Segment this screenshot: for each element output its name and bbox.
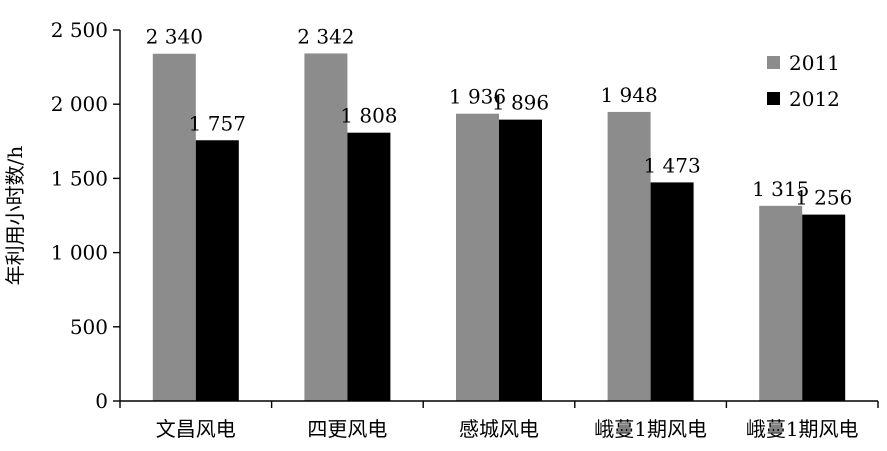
data-label-2011: 1 315 <box>752 177 809 201</box>
bar-2012 <box>802 214 846 401</box>
bar-2012 <box>650 182 694 401</box>
data-label-2011: 1 936 <box>449 85 506 109</box>
bar-2011 <box>304 53 348 401</box>
bar-2011 <box>759 205 803 401</box>
legend: 2011 2012 <box>767 51 840 111</box>
data-label-2012: 1 256 <box>795 186 852 210</box>
bar-2011 <box>152 53 196 402</box>
y-tick-label: 1 000 <box>51 241 108 265</box>
legend-label-2012: 2012 <box>789 87 840 111</box>
bar-2011 <box>456 113 499 401</box>
x-axis-ticks: 文昌风电 四更风电 感城风电 峨蔓1期风电 峨蔓1期风电 <box>119 401 879 441</box>
bars <box>152 53 846 402</box>
x-tick-label: 峨蔓1期风电 <box>746 417 859 441</box>
y-tick-label: 0 <box>95 389 108 413</box>
legend-swatch-2012 <box>767 92 780 105</box>
y-tick-label: 2 000 <box>51 92 108 116</box>
bar-2012 <box>347 132 391 401</box>
data-label-2011: 1 948 <box>600 83 657 107</box>
x-tick-label: 峨蔓1期风电 <box>594 417 707 441</box>
bar-2012 <box>195 140 239 401</box>
bar-2012 <box>499 119 542 401</box>
data-label-2012: 1 808 <box>340 104 397 128</box>
y-axis-ticks: 0 500 1 000 1 500 2 000 2 500 <box>51 18 120 413</box>
y-tick-label: 2 500 <box>51 18 108 42</box>
x-tick-label: 四更风电 <box>307 417 387 441</box>
y-axis-title: 年利用小时数/h <box>3 146 27 286</box>
data-label-2012: 1 473 <box>643 153 700 177</box>
legend-swatch-2011 <box>767 56 780 69</box>
x-tick-label: 感城风电 <box>459 417 539 441</box>
data-label-2012: 1 896 <box>492 91 549 115</box>
y-tick-label: 1 500 <box>51 166 108 190</box>
data-label-2011: 2 342 <box>297 24 354 48</box>
data-label-2011: 2 340 <box>146 25 203 49</box>
x-tick-label: 文昌风电 <box>156 417 236 441</box>
y-tick-label: 500 <box>70 315 108 339</box>
legend-label-2011: 2011 <box>789 51 840 75</box>
bar-2011 <box>607 111 651 401</box>
data-label-2012: 1 757 <box>189 111 246 135</box>
